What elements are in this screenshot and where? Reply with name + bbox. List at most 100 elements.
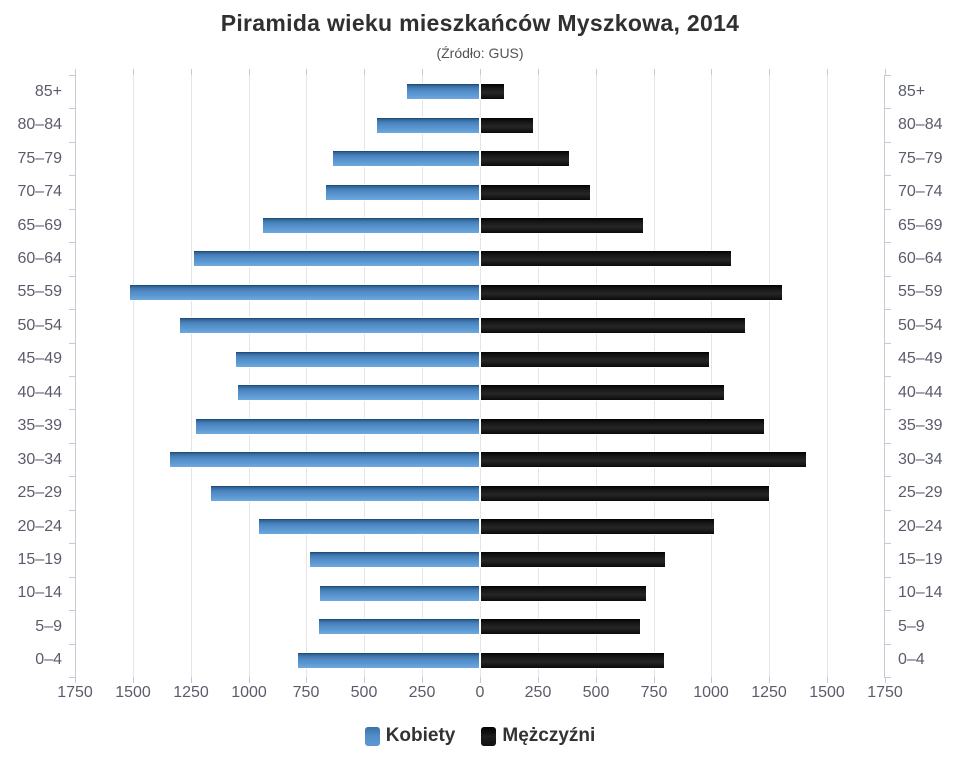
y-axis-label-right: 70–74: [898, 183, 943, 201]
y-axis-label-left: 85+: [34, 82, 62, 100]
bar-mezczyzni-15–19[interactable]: [480, 551, 667, 568]
bar-kobiety-45–49[interactable]: [234, 351, 480, 368]
bar-mezczyzni-0–4[interactable]: [480, 652, 666, 669]
chart-subtitle: (Źródło: GUS): [436, 45, 524, 61]
bar-mezczyzni-75–79[interactable]: [480, 150, 571, 167]
category-tick-left: [69, 209, 75, 210]
x-axis-label: 1000: [231, 684, 267, 701]
axis-tick-top: [364, 69, 365, 75]
bar-kobiety-65–69[interactable]: [262, 217, 480, 234]
bar-kobiety-35–39[interactable]: [195, 418, 480, 435]
bar-mezczyzni-55–59[interactable]: [480, 284, 784, 301]
bar-kobiety-55–59[interactable]: [129, 284, 480, 301]
y-axis-label-right: 75–79: [898, 149, 943, 167]
axis-tick-bottom: [422, 677, 423, 683]
legend-swatch-kobiety-icon: [364, 726, 380, 746]
bar-kobiety-5–9[interactable]: [318, 618, 480, 635]
y-axis-label-left: 75–79: [17, 149, 63, 167]
category-tick-right: [884, 276, 891, 277]
y-axis-label-left: 50–54: [17, 316, 63, 334]
y-axis-label-right: 10–14: [898, 584, 943, 602]
legend-item-kobiety[interactable]: Kobiety: [364, 725, 456, 747]
bar-mezczyzni-10–14[interactable]: [480, 585, 647, 602]
bar-mezczyzni-35–39[interactable]: [480, 418, 765, 435]
x-axis-label: 1750: [57, 684, 93, 701]
category-tick-right: [884, 610, 891, 611]
category-tick-left: [69, 376, 75, 377]
y-axis-label-right: 65–69: [898, 216, 943, 234]
y-axis-label-left: 0–4: [35, 651, 62, 669]
bar-mezczyzni-20–24[interactable]: [480, 518, 715, 535]
legend-item-mezczyzni[interactable]: Mężczyźni: [481, 725, 595, 747]
axis-tick-bottom: [191, 677, 192, 683]
gridline: [769, 75, 770, 677]
bar-kobiety-40–44[interactable]: [237, 384, 480, 401]
y-axis-label-right: 85+: [898, 82, 926, 100]
y-axis-label-left: 40–44: [17, 383, 63, 401]
bar-mezczyzni-50–54[interactable]: [480, 317, 747, 334]
bar-kobiety-80–84[interactable]: [375, 117, 480, 134]
bar-kobiety-20–24[interactable]: [257, 518, 480, 535]
bar-kobiety-85+[interactable]: [405, 83, 480, 100]
y-axis-label-left: 10–14: [17, 584, 63, 602]
category-tick-right: [884, 309, 891, 310]
bar-mezczyzni-40–44[interactable]: [480, 384, 726, 401]
axis-tick-top: [596, 69, 597, 75]
gridline: [480, 75, 481, 677]
axis-tick-bottom: [538, 677, 539, 683]
gridline: [422, 75, 423, 677]
gridline: [249, 75, 250, 677]
category-tick-left: [69, 677, 75, 678]
y-axis-label-left: 15–19: [17, 550, 63, 568]
bar-mezczyzni-80–84[interactable]: [480, 117, 535, 134]
bar-mezczyzni-85+[interactable]: [480, 83, 506, 100]
bar-mezczyzni-65–69[interactable]: [480, 217, 645, 234]
x-axis-label: 250: [524, 684, 552, 701]
category-tick-right: [884, 75, 891, 76]
category-tick-left: [69, 644, 75, 645]
legend-label-mezczyzni: Mężczyźni: [502, 725, 596, 746]
bar-kobiety-60–64[interactable]: [193, 250, 480, 267]
axis-tick-bottom: [75, 677, 76, 683]
y-axis-label-right: 60–64: [898, 249, 943, 267]
x-axis-label: 500: [582, 684, 610, 701]
y-axis-label-right: 55–59: [898, 283, 943, 301]
axis-tick-top: [75, 69, 76, 75]
bar-mezczyzni-25–29[interactable]: [480, 485, 771, 502]
category-tick-right: [884, 577, 891, 578]
bar-kobiety-25–29[interactable]: [210, 485, 480, 502]
bar-mezczyzni-5–9[interactable]: [480, 618, 641, 635]
y-axis-label-left: 65–69: [17, 216, 63, 234]
bar-kobiety-75–79[interactable]: [331, 150, 480, 167]
plot-area: [69, 69, 891, 683]
category-tick-left: [69, 577, 75, 578]
y-axis-label-right: 20–24: [898, 517, 943, 535]
axis-tick-bottom: [364, 677, 365, 683]
bar-mezczyzni-30–34[interactable]: [480, 451, 808, 468]
y-axis-label-left: 30–34: [17, 450, 63, 468]
bar-mezczyzni-70–74[interactable]: [480, 184, 592, 201]
category-tick-right: [884, 376, 891, 377]
y-axis-line-left: [75, 75, 76, 677]
y-axis-label-right: 50–54: [898, 316, 943, 334]
legend: Kobiety Mężczyźni: [0, 721, 960, 751]
category-tick-right: [884, 510, 891, 511]
y-axis-label-right: 25–29: [898, 484, 943, 502]
category-tick-right: [884, 543, 891, 544]
category-tick-right: [884, 142, 891, 143]
x-axis-label: 1750: [867, 684, 903, 701]
bar-kobiety-70–74[interactable]: [324, 184, 480, 201]
bar-kobiety-30–34[interactable]: [168, 451, 480, 468]
x-axis-label: 500: [350, 684, 378, 701]
gridline: [654, 75, 655, 677]
bar-kobiety-10–14[interactable]: [319, 585, 480, 602]
bar-kobiety-15–19[interactable]: [308, 551, 480, 568]
y-axis-label-right: 40–44: [898, 383, 943, 401]
bar-kobiety-50–54[interactable]: [179, 317, 480, 334]
bar-kobiety-0–4[interactable]: [297, 652, 480, 669]
axis-tick-top: [133, 69, 134, 75]
y-axis-label-right: 30–34: [898, 450, 943, 468]
bar-mezczyzni-60–64[interactable]: [480, 250, 733, 267]
bar-mezczyzni-45–49[interactable]: [480, 351, 711, 368]
legend-label-kobiety: Kobiety: [385, 725, 456, 746]
